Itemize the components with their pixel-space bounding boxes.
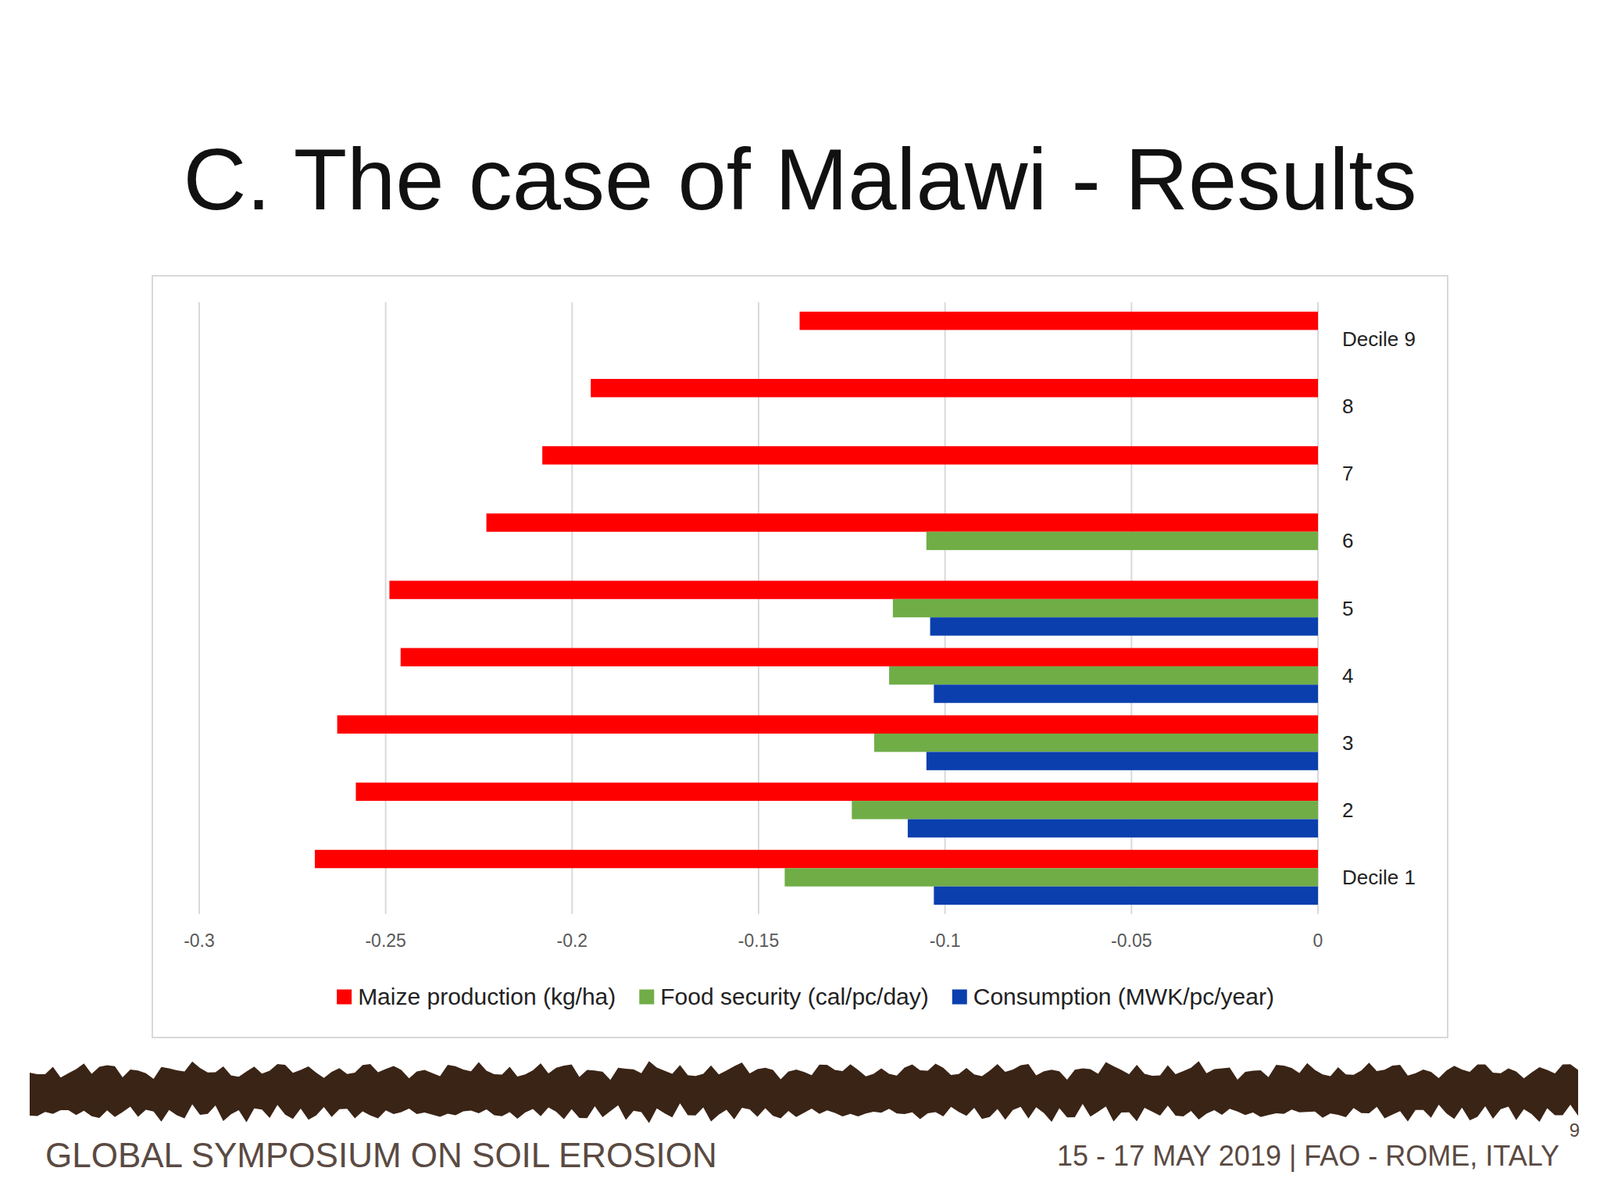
bars (314, 311, 1318, 905)
bar (851, 800, 1318, 819)
legend-item: Maize production (kg/ha) (336, 983, 616, 1010)
legend-label: Food security (cal/pc/day) (660, 983, 929, 1010)
legend-label: Maize production (kg/ha) (357, 983, 616, 1010)
legend-swatch (952, 989, 968, 1005)
background (0, 0, 1600, 1200)
bar (337, 715, 1318, 734)
legend-item: Food security (cal/pc/day) (639, 983, 929, 1010)
category-label: 6 (1342, 528, 1354, 553)
chart-frame (152, 275, 1448, 1038)
bar (389, 580, 1318, 599)
legend-swatch (336, 989, 352, 1005)
slide: C. The case of Malawi - Results-0.3-0.25… (0, 0, 1600, 1200)
page-number: 9 (1569, 1119, 1580, 1141)
slide-title: C. The case of Malawi - Results (183, 130, 1418, 229)
bar (892, 599, 1318, 618)
category-label: 8 (1342, 394, 1354, 418)
bar (542, 446, 1318, 465)
grid-line (198, 302, 200, 915)
bar (314, 850, 1318, 868)
tick-label: -0.05 (1110, 930, 1152, 951)
legend-label: Consumption (MWK/pc/year) (973, 983, 1275, 1010)
footer-event: GLOBAL SYMPOSIUM ON SOIL EROSION (45, 1135, 718, 1175)
legend: Maize production (kg/ha) Food security (c… (336, 983, 1275, 1010)
tick-label: -0.25 (364, 930, 406, 951)
category-label: 5 (1342, 596, 1354, 621)
legend-swatch (639, 989, 654, 1005)
bar (926, 532, 1318, 550)
bar (590, 378, 1318, 397)
category-label: Decile 1 (1342, 865, 1416, 890)
tick-label: 0 (1313, 930, 1324, 951)
category-label: 7 (1342, 461, 1354, 486)
tick-label: -0.2 (557, 930, 589, 951)
tick-label: -0.15 (738, 930, 779, 951)
category-label: 2 (1342, 798, 1354, 822)
bar (889, 666, 1318, 685)
category-label: 4 (1342, 664, 1354, 688)
bar (486, 513, 1318, 532)
bar (800, 311, 1318, 330)
bar (400, 647, 1318, 666)
footer-details: 15 - 17 MAY 2019 | FAO - ROME, ITALY (1057, 1139, 1560, 1172)
bar (907, 819, 1318, 838)
tick-label: -0.3 (183, 930, 215, 951)
bar (930, 617, 1318, 636)
grid (199, 302, 1318, 915)
category-label: 3 (1342, 731, 1354, 755)
bar (933, 684, 1318, 703)
tick-label: -0.1 (929, 930, 961, 951)
legend-item: Consumption (MWK/pc/year) (952, 983, 1275, 1010)
bar (933, 886, 1318, 905)
category-label: Decile 9 (1342, 327, 1416, 351)
bar (926, 751, 1318, 770)
grid-line (385, 302, 387, 915)
bar (355, 782, 1318, 801)
footer-brush (29, 1060, 1579, 1123)
bar (874, 733, 1318, 752)
grid-line (571, 302, 573, 915)
bar (784, 867, 1318, 886)
